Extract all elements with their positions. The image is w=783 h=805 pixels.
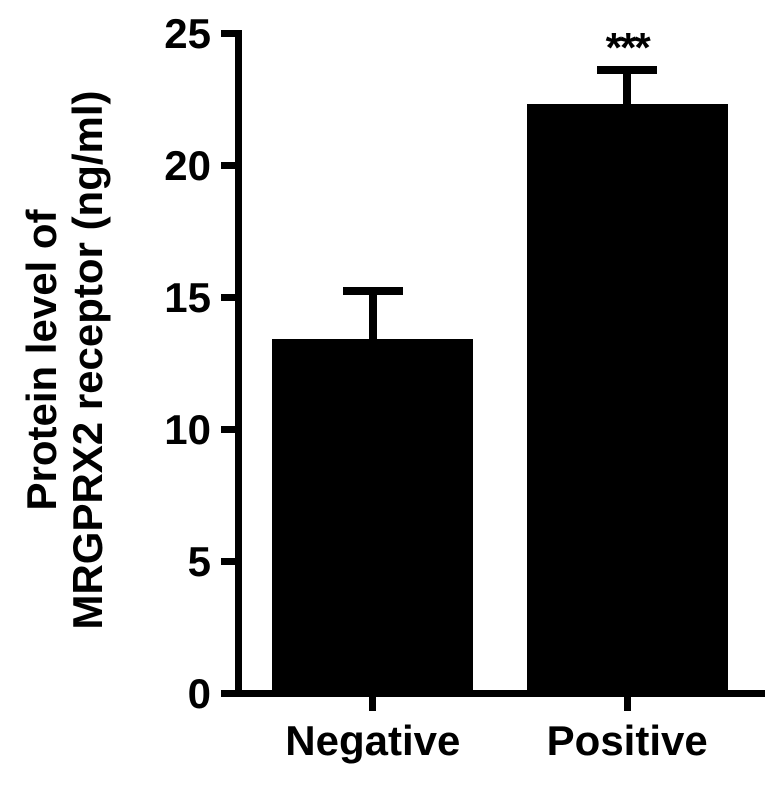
error-bar-stem [369,291,377,339]
bar [272,339,473,690]
y-tick-line [221,426,235,433]
y-tick-line [221,558,235,565]
y-axis-line [235,30,242,697]
bar-chart: Protein level of MRGPRX2 receptor (ng/ml… [0,0,783,805]
y-tick-label: 0 [188,670,211,718]
error-bar-cap [343,287,403,295]
y-tick-line [221,162,235,169]
error-bar-stem [623,70,631,104]
x-tick-label: Positive [547,717,708,765]
y-tick-label: 15 [164,274,211,322]
x-tick-line [624,697,631,711]
y-tick-label: 10 [164,406,211,454]
y-tick-label: 20 [164,142,211,190]
plot-area: 0510152025NegativePositive*** [235,30,765,690]
y-tick-label: 5 [188,538,211,586]
y-tick-line [221,690,235,697]
significance-label: *** [606,24,649,72]
x-tick-label: Negative [285,717,460,765]
y-tick-label: 25 [164,10,211,58]
y-tick-line [221,294,235,301]
y-tick-line [221,30,235,37]
bar [527,104,728,690]
y-axis-label: Protein level of MRGPRX2 receptor (ng/ml… [19,90,111,629]
x-tick-line [369,697,376,711]
x-axis-line [235,690,765,697]
